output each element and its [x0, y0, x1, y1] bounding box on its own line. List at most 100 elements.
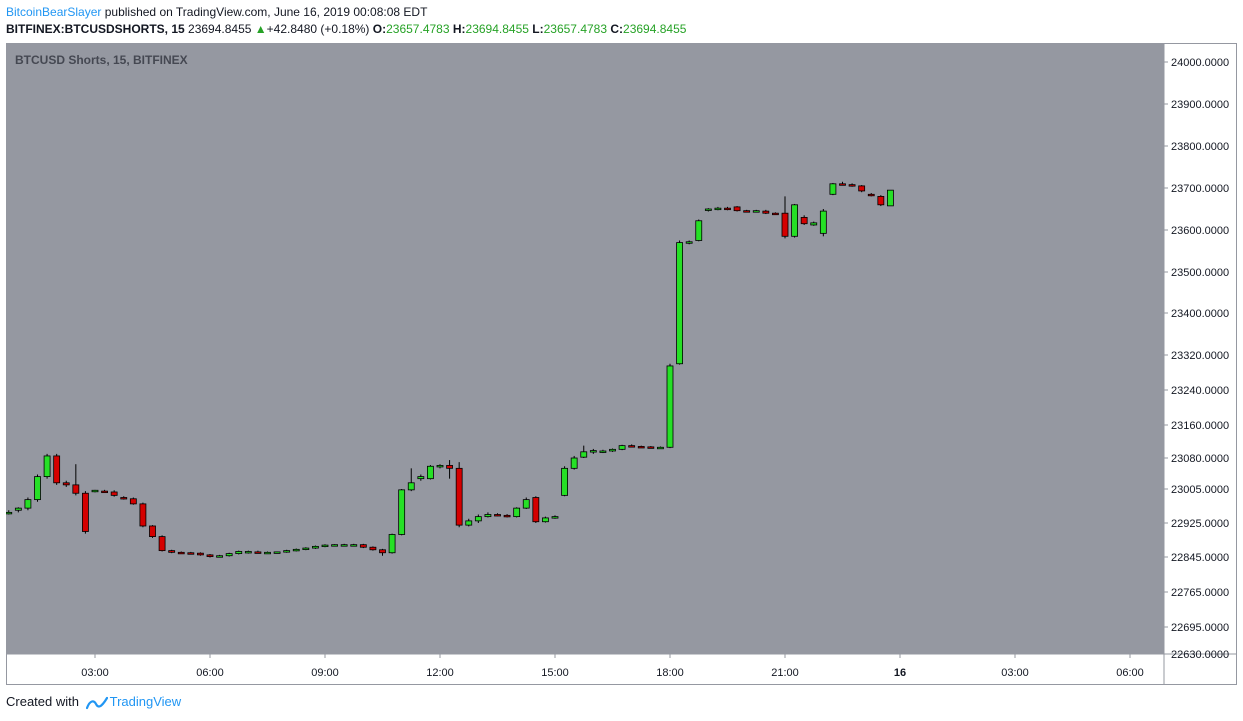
candle-down[interactable]	[733, 206, 741, 212]
candle-up[interactable]	[34, 474, 41, 502]
candle-down[interactable]	[455, 462, 463, 528]
candle-up[interactable]	[24, 497, 32, 511]
candle-up[interactable]	[695, 219, 703, 242]
candle-up[interactable]	[312, 545, 319, 549]
time-axis[interactable]: 03:00 06:00 09:00 12:00 15:00 18:00 21:00 16 03:…	[81, 654, 1144, 679]
candle-down[interactable]	[877, 195, 885, 207]
candle-up[interactable]	[829, 182, 837, 196]
candle-down[interactable]	[129, 497, 137, 505]
candle-down[interactable]	[62, 480, 70, 487]
candle-up[interactable]	[618, 444, 626, 451]
candle-down[interactable]	[120, 496, 128, 500]
candle-up[interactable]	[292, 548, 300, 552]
candle-up[interactable]	[522, 497, 530, 509]
candle-down[interactable]	[867, 193, 875, 197]
candle-down[interactable]	[206, 554, 214, 558]
candle-up[interactable]	[302, 547, 310, 551]
candle-up[interactable]	[6, 510, 13, 515]
candle-up[interactable]	[436, 464, 444, 469]
candle-down[interactable]	[724, 206, 731, 211]
candle-down[interactable]	[446, 460, 453, 479]
candle-up[interactable]	[589, 448, 597, 454]
price-pane[interactable]	[7, 44, 1164, 654]
candle-down[interactable]	[149, 525, 156, 538]
candle-up[interactable]	[43, 453, 51, 479]
tradingview-brand[interactable]: TradingView	[109, 694, 182, 709]
candle-up[interactable]	[427, 465, 434, 480]
candle-down[interactable]	[503, 514, 511, 518]
candle-down[interactable]	[101, 489, 108, 494]
candle-down[interactable]	[369, 546, 377, 551]
candle-down[interactable]	[379, 548, 386, 556]
candle-down[interactable]	[781, 196, 789, 239]
candle-up[interactable]	[235, 550, 243, 555]
candle-up[interactable]	[388, 533, 396, 554]
candle-down[interactable]	[110, 490, 118, 497]
candle-up[interactable]	[398, 489, 406, 536]
candle-up[interactable]	[887, 189, 894, 207]
candle-down[interactable]	[647, 446, 655, 449]
candle-down[interactable]	[743, 209, 751, 213]
candlestick-chart[interactable]: BTCUSD Shorts, 15, BITFINEX 24000.0000 23…	[6, 43, 1237, 685]
candle-down[interactable]	[72, 464, 80, 496]
candle-down[interactable]	[839, 181, 846, 186]
candle-up[interactable]	[714, 206, 722, 211]
candle-down[interactable]	[848, 183, 856, 187]
candle-up[interactable]	[273, 551, 281, 554]
candle-up[interactable]	[819, 209, 827, 237]
candle-up[interactable]	[704, 208, 712, 212]
candle-up[interactable]	[321, 544, 329, 548]
candle-up[interactable]	[225, 552, 233, 557]
candle-down[interactable]	[168, 549, 176, 554]
candle-down[interactable]	[254, 550, 262, 554]
candle-down[interactable]	[359, 543, 367, 549]
candle-down[interactable]	[494, 513, 501, 517]
candle-up[interactable]	[474, 514, 482, 524]
candle-up[interactable]	[216, 554, 223, 558]
candle-up[interactable]	[657, 446, 664, 450]
candle-up[interactable]	[417, 474, 425, 481]
candle-down[interactable]	[197, 552, 204, 556]
published-text: published on TradingView.com, June 16, 2…	[104, 5, 428, 19]
candle-up[interactable]	[264, 551, 271, 555]
candle-down[interactable]	[139, 502, 147, 528]
candle-down[interactable]	[800, 215, 808, 225]
author-link[interactable]: BitcoinBearSlayer	[6, 5, 102, 19]
candle-up[interactable]	[513, 507, 521, 518]
candle-down[interactable]	[82, 491, 89, 534]
candle-up[interactable]	[350, 543, 358, 547]
candle-up[interactable]	[331, 544, 338, 547]
candle-up[interactable]	[609, 448, 616, 452]
candle-up[interactable]	[752, 209, 760, 213]
candle-up[interactable]	[551, 515, 559, 519]
candle-up[interactable]	[91, 489, 99, 493]
candle-up[interactable]	[484, 512, 492, 518]
candle-up[interactable]	[340, 543, 348, 547]
candle-down[interactable]	[177, 551, 185, 555]
candle-up[interactable]	[599, 449, 607, 454]
candle-down[interactable]	[628, 444, 636, 448]
candle-down[interactable]	[772, 212, 779, 216]
candle-down[interactable]	[53, 453, 61, 485]
candle-up[interactable]	[283, 549, 291, 553]
candle-down[interactable]	[637, 445, 645, 449]
price-axis[interactable]: 24000.0000 23900.0000 23800.0000 23700.0000…	[1164, 57, 1229, 661]
candle-up[interactable]	[244, 550, 252, 554]
candle-up[interactable]	[666, 363, 674, 449]
candle-down[interactable]	[187, 551, 195, 555]
candle-up[interactable]	[810, 221, 818, 226]
candle-down[interactable]	[532, 496, 540, 523]
candle-up[interactable]	[407, 468, 415, 492]
candle-up[interactable]	[561, 466, 568, 497]
candle-up[interactable]	[685, 240, 693, 245]
candle-up[interactable]	[570, 455, 578, 470]
candle-down[interactable]	[158, 535, 166, 552]
candle-up[interactable]	[14, 507, 22, 513]
candle-up[interactable]	[465, 518, 473, 527]
candle-up[interactable]	[676, 240, 683, 365]
candle-down[interactable]	[858, 185, 866, 193]
candle-up[interactable]	[542, 516, 549, 523]
candle-up[interactable]	[580, 445, 588, 458]
candle-down[interactable]	[762, 209, 770, 215]
candle-up[interactable]	[791, 203, 798, 238]
